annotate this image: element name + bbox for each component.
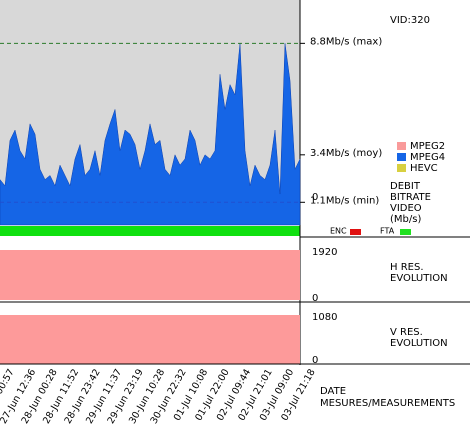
x-axis-label: MESURES/MEASUREMENTS: [320, 398, 455, 409]
res-label: EVOLUTION: [390, 273, 448, 284]
legend-swatch: [397, 142, 406, 150]
status-bar: [0, 226, 300, 236]
y-axis-label: (Mb/s): [390, 214, 421, 225]
res-max: 1920: [312, 247, 337, 258]
ref-label: 3.4Mb/s (moy): [310, 148, 382, 159]
y-axis-label: DEBIT: [390, 181, 421, 192]
res-max: 1080: [312, 312, 337, 323]
status-label: FTA: [380, 227, 395, 236]
legend-label: MPEG4: [410, 152, 445, 163]
res-zero: 0: [312, 355, 318, 366]
status-label: ENC: [330, 227, 347, 236]
status-swatch: [350, 229, 361, 235]
resolution-bar: [0, 315, 300, 364]
ref-label: 8.8Mb/s (max): [310, 36, 382, 47]
res-label: H RES.: [390, 262, 424, 273]
legend-swatch: [397, 164, 406, 172]
legend-label: MPEG2: [410, 141, 445, 152]
zero-label: 0: [312, 192, 318, 203]
vid-label: VID:320: [390, 15, 430, 26]
bitrate-area: [0, 43, 301, 226]
res-label: V RES.: [390, 327, 423, 338]
res-zero: 0: [312, 293, 318, 304]
x-axis-label: DATE: [320, 386, 346, 397]
res-label: EVOLUTION: [390, 338, 448, 349]
legend-swatch: [397, 153, 406, 161]
resolution-bar: [0, 250, 300, 300]
ref-label: 1.1Mb/s (min): [310, 195, 379, 206]
status-swatch: [400, 229, 411, 235]
legend-label: HEVC: [410, 163, 438, 174]
y-axis-label: VIDEO: [390, 203, 422, 214]
y-axis-label: BITRATE: [390, 192, 431, 203]
